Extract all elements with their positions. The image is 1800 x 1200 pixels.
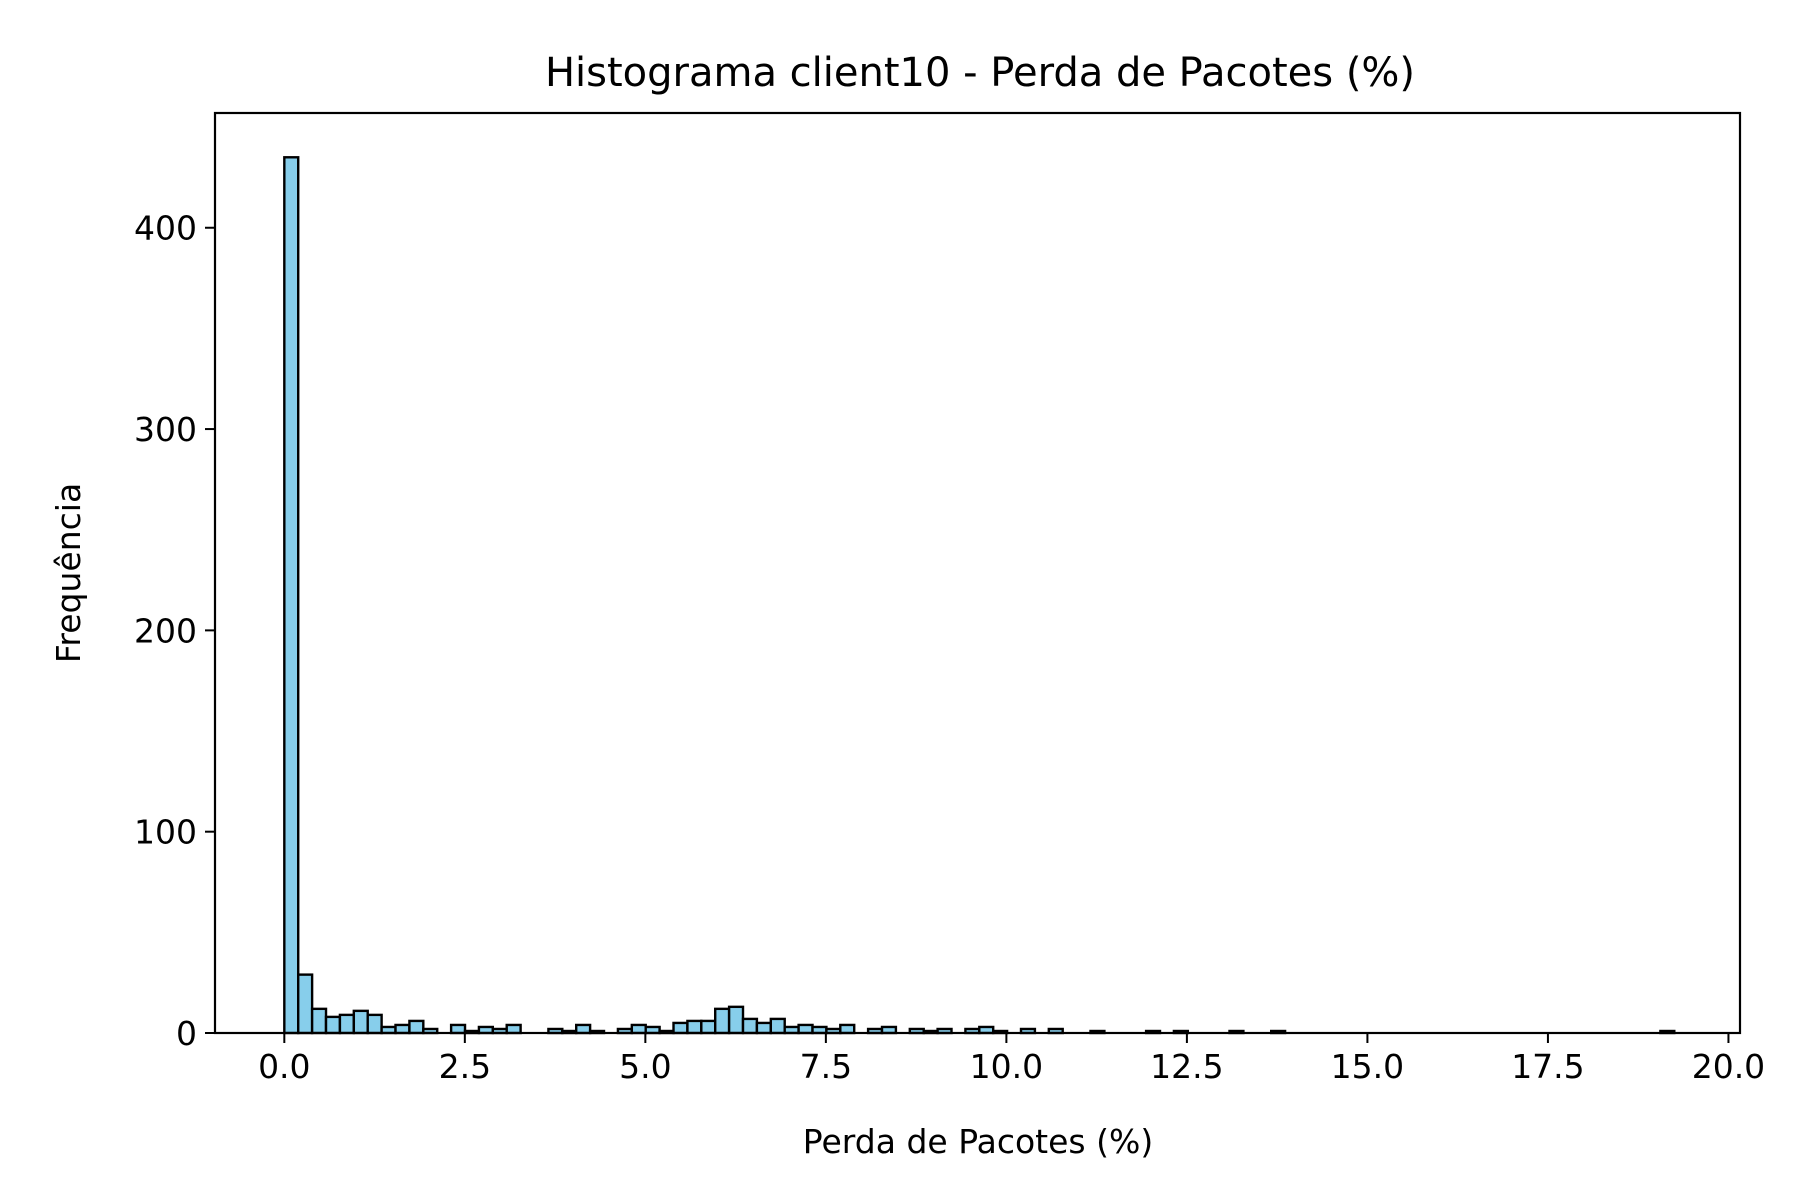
plot-frame: [213, 111, 1742, 1035]
histogram-bar: [394, 1023, 411, 1035]
histogram-bar: [797, 1023, 814, 1035]
histogram-bar: [366, 1013, 383, 1035]
histogram-bar: [630, 1023, 647, 1035]
x-tick-label: 15.0: [1331, 1047, 1404, 1086]
histogram-bar: [338, 1013, 356, 1035]
histogram-bar: [310, 1007, 328, 1035]
y-tick-label: 0: [176, 1014, 197, 1053]
histogram-bar: [714, 1007, 731, 1035]
histogram-bar: [324, 1015, 342, 1035]
x-tick-label: 10.0: [970, 1047, 1043, 1086]
x-tick-label: 2.5: [439, 1047, 491, 1086]
x-tick-label: 12.5: [1150, 1047, 1223, 1086]
y-tick-label: 400: [134, 209, 197, 248]
y-axis-label: Frequência: [49, 483, 88, 663]
histogram-bar: [769, 1017, 786, 1035]
histogram-bar: [449, 1023, 467, 1035]
histogram-bar: [575, 1023, 592, 1035]
histogram-bar: [686, 1019, 703, 1035]
histogram-bar: [672, 1021, 689, 1035]
x-tick-label: 7.5: [800, 1047, 852, 1086]
histogram-bar: [700, 1019, 717, 1035]
y-tick-label: 100: [134, 813, 197, 852]
histogram-bars: [283, 156, 1676, 1035]
histogram-bar: [283, 156, 300, 1035]
x-tick-label: 5.0: [619, 1047, 671, 1086]
histogram-bar: [741, 1017, 759, 1035]
x-tick-label: 20.0: [1692, 1047, 1765, 1086]
x-tick-label: 17.5: [1511, 1047, 1584, 1086]
x-axis-label: Perda de Pacotes (%): [803, 1122, 1153, 1161]
x-tick-label: 0.0: [258, 1047, 310, 1086]
chart-title: Histograma client10 - Perda de Pacotes (…: [545, 50, 1415, 96]
x-axis: 0.0 2.5 5.0 7.5 10.0 12.5 15.0 17.5 20.0: [258, 1033, 1765, 1086]
y-tick-label: 300: [134, 410, 197, 449]
histogram-bar: [408, 1019, 425, 1035]
histogram-bar: [839, 1023, 856, 1035]
histogram-bar: [727, 1005, 745, 1035]
histogram-bar: [297, 973, 314, 1035]
histogram-bar: [505, 1023, 522, 1035]
histogram-bar: [755, 1021, 773, 1035]
y-axis: 0 100 200 300 400: [134, 209, 215, 1053]
histogram-bar: [352, 1009, 369, 1035]
y-tick-label: 200: [134, 611, 197, 650]
